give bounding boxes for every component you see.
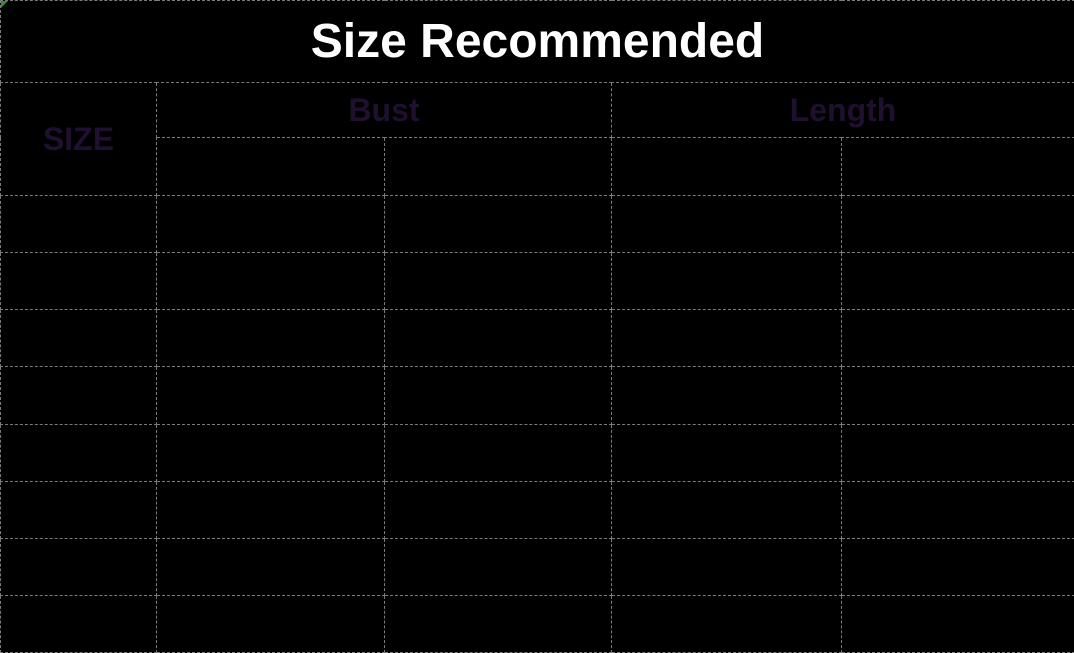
body-cell — [0, 537, 157, 596]
body-cell — [156, 252, 385, 311]
body-cell — [840, 194, 1074, 254]
table-header: Size Recommended SIZE Bust Length — [0, 0, 1074, 196]
body-cell — [0, 366, 157, 425]
body-cell — [611, 252, 842, 311]
body-cell — [156, 594, 385, 653]
body-cell — [156, 194, 385, 254]
table-body — [0, 194, 1074, 653]
table-row — [0, 537, 1074, 596]
body-cell — [840, 366, 1074, 425]
body-cell — [0, 480, 157, 539]
size-column-header: SIZE — [0, 82, 157, 196]
table-row — [0, 423, 1074, 482]
body-cell — [384, 366, 612, 425]
title-row: Size Recommended — [0, 0, 1074, 83]
body-cell — [384, 194, 612, 254]
body-cell — [384, 537, 612, 596]
table-row — [0, 194, 1074, 254]
body-cell — [611, 194, 842, 254]
body-cell — [611, 480, 842, 539]
body-cell — [156, 309, 385, 368]
body-cell — [156, 480, 385, 539]
body-cell — [384, 594, 612, 653]
body-cell — [384, 480, 612, 539]
sub-header-cell — [156, 137, 385, 196]
body-cell — [0, 252, 157, 311]
table-title: Size Recommended — [0, 0, 1074, 83]
body-cell — [156, 423, 385, 482]
sub-header-cell — [840, 137, 1074, 196]
body-cell — [384, 309, 612, 368]
body-cell — [0, 194, 157, 254]
table-row — [0, 366, 1074, 425]
green-corner-triangle-icon — [1, 1, 8, 8]
table-row — [0, 480, 1074, 539]
body-cell — [156, 366, 385, 425]
body-cell — [840, 423, 1074, 482]
body-cell — [840, 594, 1074, 653]
body-cell — [384, 423, 612, 482]
sub-header-row — [1, 137, 1074, 196]
bust-group-header: Bust — [156, 82, 612, 138]
body-cell — [0, 309, 157, 368]
group-header-row: SIZE Bust Length — [0, 82, 1074, 196]
body-cell — [840, 252, 1074, 311]
body-cell — [384, 252, 612, 311]
body-cell — [0, 423, 157, 482]
body-cell — [611, 366, 842, 425]
length-group-header: Length — [610, 82, 1074, 138]
body-cell — [840, 309, 1074, 368]
sub-header-cell — [384, 137, 612, 196]
body-cell — [156, 537, 385, 596]
body-cell — [611, 309, 842, 368]
body-cell — [840, 537, 1074, 596]
table-row — [0, 309, 1074, 368]
table-row — [0, 252, 1074, 311]
body-cell — [611, 423, 842, 482]
body-cell — [611, 537, 842, 596]
body-cell — [0, 594, 157, 653]
body-cell — [611, 594, 842, 653]
table-row — [0, 594, 1074, 653]
sub-header-cell — [611, 137, 842, 196]
body-cell — [840, 480, 1074, 539]
